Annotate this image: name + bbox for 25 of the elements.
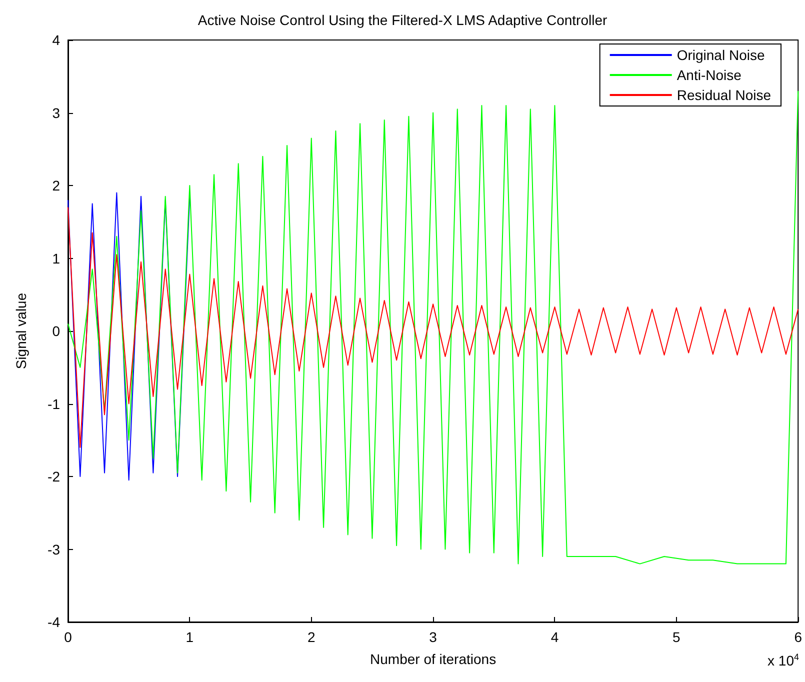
line-series [68,90,799,564]
y-tick-label: 0 [52,323,60,339]
y-tick-label: -2 [48,468,60,484]
y-tick-label: 4 [52,32,60,48]
y-tick-label: -4 [48,614,60,630]
x-axis-title: Number of iterations [370,651,496,667]
x-tick-label: 2 [307,629,316,645]
y-tick-label: 3 [52,104,60,121]
x-tick-label: 6 [794,629,802,645]
y-tick-label: -3 [48,541,60,558]
legend-label: Residual Noise [676,87,772,103]
y-tick-label: 1 [52,250,60,266]
x-tick-label: 0 [64,629,72,645]
chart-title: Active Noise Control Using the Filtered-X LMS Adaptive Controller [198,12,608,28]
x-tick-label: 5 [672,629,681,645]
y-tick-label: 2 [52,178,60,194]
line-series [68,206,799,448]
legend-label: Anti-Noise [676,67,742,83]
text: x 10$^{4}$ [768,652,799,669]
x-tick-label: 1 [186,629,194,645]
x-tick-label: 3 [429,629,438,645]
legend-label: Original Noise [676,47,765,63]
x-tick-label: 4 [550,629,559,645]
y-axis-title: Signal value [13,292,29,370]
y-tick-label: -1 [48,396,60,412]
